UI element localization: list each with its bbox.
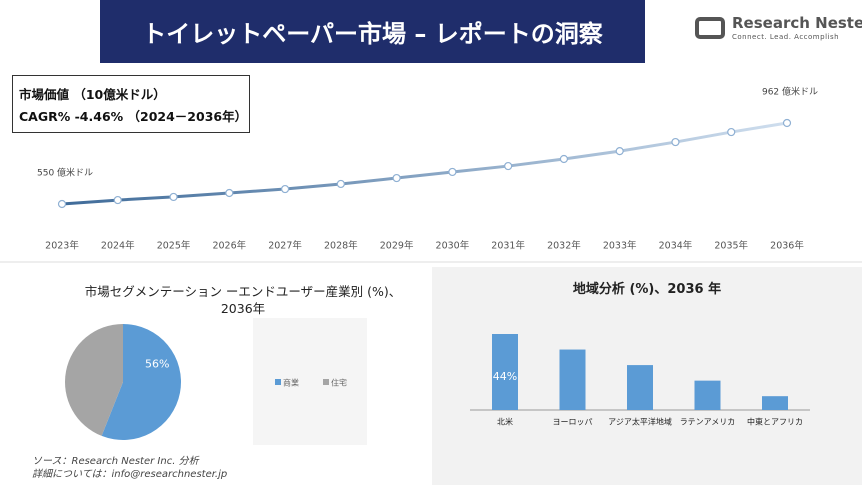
x-tick-label: 2032年 — [547, 240, 581, 252]
source-line: ソース：Research Nester Inc. 分析 — [32, 456, 199, 467]
x-tick-label: 2033年 — [603, 240, 637, 252]
info-cagr: CAGR% -4.46% （2024－2036年） — [19, 109, 248, 124]
point — [782, 118, 792, 128]
pie-slice — [101, 324, 182, 440]
logo-tagline: Connect. Lead. Accomplish — [732, 33, 840, 41]
x-tick-label: アジア太平洋地域 — [608, 417, 672, 427]
point — [113, 195, 122, 205]
x-tick-label: 2029年 — [380, 240, 414, 252]
info-box: 市場価値 （10億米ドル） CAGR% -4.46% （2024－2036年） — [12, 75, 250, 133]
point — [559, 154, 569, 164]
bar — [694, 380, 721, 410]
x-tick-label: 2024年 — [101, 240, 135, 252]
x-tick-label: 中東とアフリカ — [747, 417, 803, 427]
x-tick-label: 2026年 — [212, 240, 246, 252]
x-tick-label: 2031年 — [491, 240, 525, 252]
source-line: 詳細については：info@researchnester.jp — [32, 469, 228, 480]
legend-box — [253, 318, 367, 445]
bar — [492, 334, 518, 410]
point — [615, 147, 624, 156]
value-label: 56% — [145, 358, 169, 371]
x-tick-label: 2035年 — [714, 240, 748, 252]
x-tick-label: 2027年 — [268, 240, 302, 252]
bar — [762, 396, 788, 410]
header-title: トイレットペーパー市場 – レポートの洞察 — [100, 0, 645, 63]
x-tick-label: 2025年 — [157, 240, 191, 252]
line — [61, 121, 788, 206]
legend-label: 住宅 — [331, 378, 347, 388]
x-tick-label: 2028年 — [324, 240, 358, 252]
point — [57, 199, 67, 209]
x-tick-label: 北米 — [497, 417, 513, 427]
x-tick-label: ヨーロッパ — [553, 418, 593, 427]
legend-swatch — [275, 379, 281, 385]
x-tick-label: 2030年 — [436, 240, 470, 252]
point — [336, 179, 345, 189]
x-tick-label: 2036年 — [770, 240, 804, 252]
x-tick-label: 2023年 — [45, 240, 79, 252]
pie-slice — [65, 324, 123, 436]
x-tick-label: 2034年 — [659, 240, 693, 252]
point — [448, 167, 457, 177]
legend-label: 商業 — [283, 378, 299, 388]
logo-icon — [695, 17, 725, 39]
point — [727, 127, 736, 137]
bar-title: 地域分析 (%)、2036 年 — [572, 282, 722, 297]
source: ソース：Research Nester Inc. 分析 詳細については：info… — [32, 455, 227, 481]
point — [280, 184, 290, 194]
pie-title: 市場セグメンテーション ーエンドユーザー産業別 (%)、2036年 — [84, 284, 402, 316]
point — [225, 188, 234, 198]
point — [671, 137, 680, 147]
legend-swatch — [323, 379, 329, 385]
bar — [559, 349, 586, 410]
logo-name: Research Nester — [732, 14, 862, 32]
point — [504, 161, 513, 171]
bar — [627, 365, 653, 410]
value-label: 44% — [493, 370, 517, 383]
point — [392, 173, 401, 183]
info-label: 市場価値 （10億米ドル） — [19, 87, 166, 102]
x-tick-label: ラテンアメリカ — [680, 418, 736, 427]
value-label: 550 億米ドル — [37, 167, 93, 179]
value-label: 962 億米ドル — [762, 86, 818, 98]
point — [169, 192, 178, 202]
